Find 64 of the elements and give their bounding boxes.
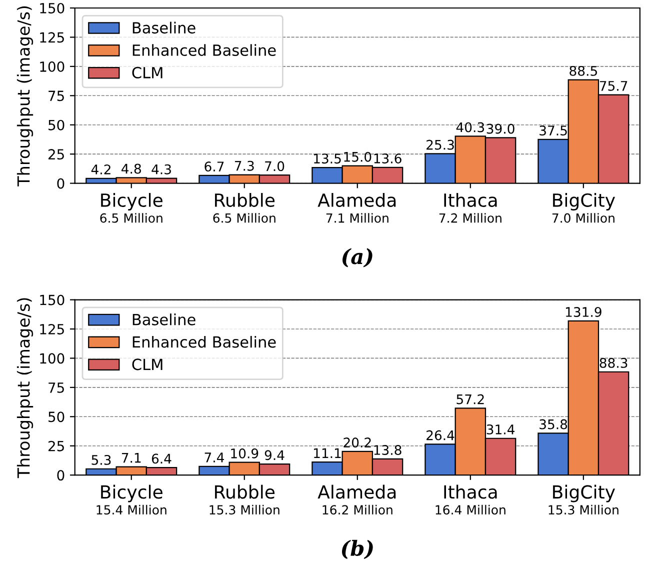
category-label: Bicycle 15.4 Million [96, 484, 166, 515]
data-label: 26.4 [426, 430, 454, 440]
data-label: 7.1 [122, 453, 141, 463]
data-label: 13.6 [374, 153, 402, 164]
y-tick-label: 150 [40, 2, 64, 14]
data-label: 6.7 [204, 162, 224, 172]
y-tick-label: 25 [48, 440, 64, 452]
category-label: Ithaca 16.4 Million [436, 484, 506, 515]
y-tick-label: 100 [40, 353, 64, 364]
category-label: Alameda 7.1 Million [318, 193, 396, 223]
y-tick-label: 100 [40, 61, 64, 72]
category-label: Rubble 6.5 Million [213, 193, 276, 223]
data-label: 13.8 [374, 445, 402, 455]
y-tick-label: 125 [40, 324, 64, 334]
data-label: 4.8 [122, 164, 141, 174]
data-label: 11.1 [314, 448, 341, 458]
data-label: 57.2 [456, 394, 484, 404]
data-label: 20.2 [344, 438, 371, 448]
y-tick-label: 25 [48, 149, 64, 160]
data-label: 7.3 [234, 160, 254, 171]
data-label: 10.9 [231, 448, 258, 458]
legend-label: Enhanced Baseline [132, 336, 276, 348]
y-tick-label: 50 [48, 120, 64, 130]
category-label: Rubble 15.3 Million [210, 484, 280, 515]
data-label: 88.5 [570, 66, 597, 76]
data-label: 35.8 [540, 419, 568, 430]
y-tick-label: 0 [57, 470, 64, 481]
data-label: 40.3 [456, 122, 484, 132]
data-label: 9.4 [264, 450, 284, 460]
category-label: Ithaca 7.2 Million [439, 193, 502, 223]
data-label: 15.0 [344, 152, 372, 162]
data-label: 131.9 [566, 307, 602, 317]
data-label: 75.7 [600, 81, 628, 91]
category-label: Bicycle 6.5 Million [100, 193, 162, 223]
data-label: 5.3 [92, 454, 111, 465]
legend-label: Baseline [132, 22, 196, 34]
data-label: 7.4 [204, 452, 224, 462]
data-label: 37.5 [540, 126, 567, 136]
data-label: 4.3 [152, 164, 171, 174]
y-tick-label: 150 [40, 294, 64, 306]
legend-label: CLM [132, 358, 162, 370]
y-tick-label: 0 [57, 178, 64, 189]
data-label: 31.4 [486, 424, 514, 434]
data-label: 7.0 [265, 161, 284, 172]
category-label: Alameda 16.2 Million [318, 484, 396, 515]
y-tick-label: 75 [48, 382, 64, 393]
data-label: 6.4 [152, 454, 172, 464]
data-label: 13.5 [314, 154, 341, 164]
data-label: 39.0 [486, 124, 514, 134]
data-label: 4.2 [91, 164, 110, 174]
text: (b) [342, 540, 373, 560]
y-tick-label: 125 [40, 32, 64, 43]
legend-label: CLM [132, 66, 162, 78]
category-label: BigCity 15.3 Million [548, 484, 618, 515]
data-label: 25.3 [426, 140, 454, 150]
y-axis-title: Throughput (image/s) [16, 6, 34, 186]
data-label: 88.3 [600, 358, 628, 368]
y-tick-label: 75 [48, 90, 64, 102]
text: (a) [342, 248, 372, 268]
legend-label: Enhanced Baseline [132, 44, 276, 56]
category-label: BigCity 7.0 Million [552, 193, 616, 223]
legend-label: Baseline [132, 314, 196, 326]
y-axis-title: Throughput (image/s) [16, 298, 34, 478]
y-tick-label: 50 [48, 412, 64, 422]
